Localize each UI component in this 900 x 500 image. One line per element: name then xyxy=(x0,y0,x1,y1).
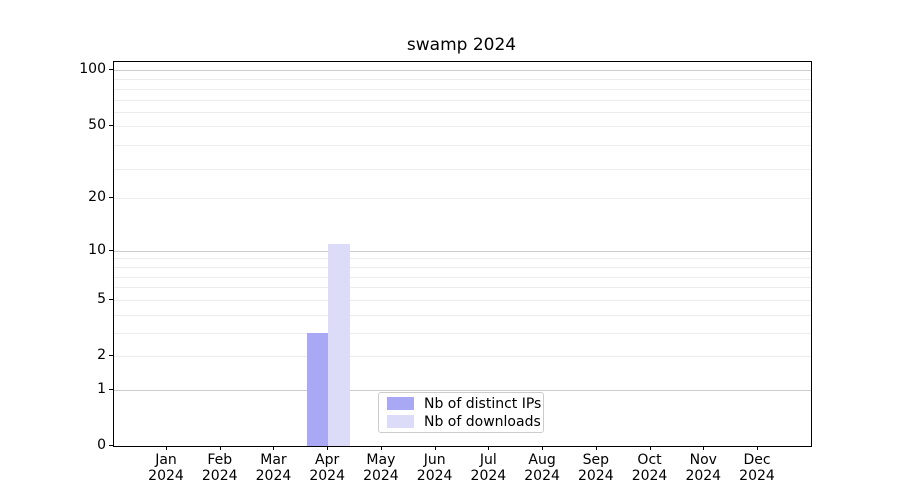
y-tick-label: 5 xyxy=(97,291,106,308)
x-tick-mark xyxy=(756,446,758,450)
x-tick-label: Apr 2024 xyxy=(309,452,345,484)
y-tick-mark xyxy=(109,124,113,126)
x-tick-label: Nov 2024 xyxy=(685,452,722,484)
legend-item-distinct-ips: Nb of distinct IPs xyxy=(385,396,541,412)
minor-gridline xyxy=(114,79,811,81)
x-tick-mark xyxy=(273,446,275,450)
x-tick-label: Aug 2024 xyxy=(524,452,560,484)
x-tick-label: Feb 2024 xyxy=(201,452,238,484)
y-tick-label: 100 xyxy=(79,60,106,77)
x-tick-label: Sep 2024 xyxy=(577,452,614,484)
y-tick-mark xyxy=(109,68,113,70)
minor-gridline xyxy=(114,145,811,147)
legend-swatch-downloads xyxy=(387,415,414,428)
x-tick-mark xyxy=(327,446,329,450)
y-tick-mark xyxy=(109,388,113,390)
legend: Nb of distinct IPs Nb of downloads xyxy=(378,392,544,433)
x-tick-label: Jul 2024 xyxy=(470,452,507,484)
y-tick-mark xyxy=(109,249,113,251)
minor-gridline xyxy=(114,276,811,278)
x-tick-mark xyxy=(434,446,436,450)
y-tick-label: 10 xyxy=(88,241,106,258)
minor-gridline xyxy=(114,333,811,335)
legend-label-distinct-ips: Nb of distinct IPs xyxy=(424,395,542,412)
y-tick-mark xyxy=(109,196,113,198)
x-tick-label: Dec 2024 xyxy=(739,452,775,484)
legend-label-downloads: Nb of downloads xyxy=(424,413,541,430)
minor-gridline xyxy=(114,197,811,199)
major-gridline xyxy=(114,250,811,252)
major-gridline xyxy=(114,69,811,71)
x-tick-mark xyxy=(488,446,490,450)
minor-gridline xyxy=(114,168,811,170)
legend-item-downloads: Nb of downloads xyxy=(385,414,541,430)
y-tick-label: 2 xyxy=(97,347,106,364)
x-tick-label: Jan 2024 xyxy=(148,452,184,484)
y-tick-mark xyxy=(109,355,113,357)
minor-gridline xyxy=(114,314,811,316)
x-tick-label: May 2024 xyxy=(363,452,399,484)
minor-gridline xyxy=(114,99,811,101)
minor-gridline xyxy=(114,88,811,90)
chart-title: swamp 2024 xyxy=(406,35,517,55)
minor-gridline xyxy=(114,300,811,302)
minor-gridline xyxy=(114,125,811,127)
x-tick-label: Jun 2024 xyxy=(416,452,453,484)
y-tick-mark xyxy=(109,299,113,301)
x-tick-mark xyxy=(703,446,705,450)
minor-gridline xyxy=(114,112,811,114)
y-tick-mark xyxy=(109,445,113,446)
y-tick-label: 50 xyxy=(88,116,106,133)
legend-swatch-distinct-ips xyxy=(387,397,414,410)
minor-gridline xyxy=(114,356,811,358)
y-tick-label: 1 xyxy=(97,380,106,397)
minor-gridline xyxy=(114,258,811,260)
minor-gridline xyxy=(114,266,811,268)
y-tick-label: 20 xyxy=(88,188,106,205)
x-tick-mark xyxy=(542,446,544,450)
bar-downloads xyxy=(328,243,350,446)
x-tick-label: Oct 2024 xyxy=(631,452,668,484)
y-tick-label: 0 xyxy=(97,437,106,453)
x-tick-mark xyxy=(649,446,651,450)
x-tick-mark xyxy=(219,446,221,450)
x-tick-mark xyxy=(380,446,382,450)
x-tick-mark xyxy=(166,446,167,450)
bar-distinct-ips xyxy=(306,333,329,446)
major-gridline xyxy=(114,389,811,391)
minor-gridline xyxy=(114,287,811,289)
x-tick-mark xyxy=(595,446,597,450)
x-tick-label: Mar 2024 xyxy=(255,452,292,484)
plot-area xyxy=(113,61,812,447)
